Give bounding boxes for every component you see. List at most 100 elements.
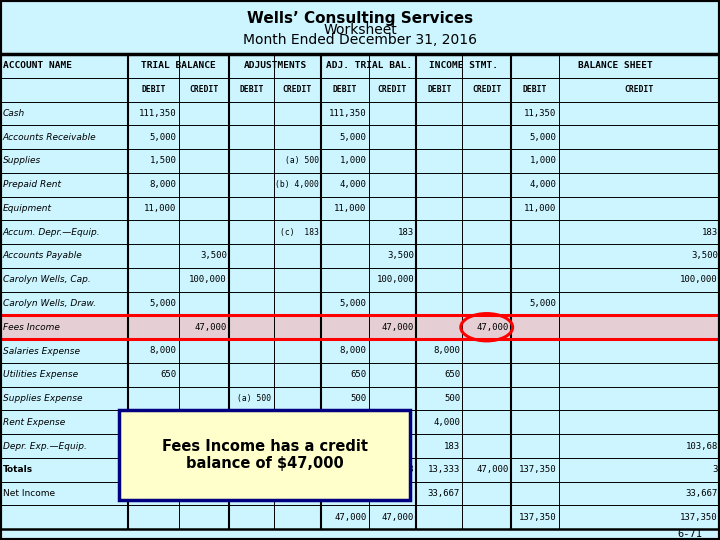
Text: (c)  183: (c) 183 [233,442,271,450]
Text: 11,000: 11,000 [144,204,176,213]
Text: Month Ended December 31, 2016: Month Ended December 31, 2016 [243,33,477,48]
Text: 183: 183 [702,228,718,237]
Text: Supplies: Supplies [3,157,41,165]
Text: 183: 183 [398,228,414,237]
Text: 4,683: 4,683 [245,465,271,474]
Text: DEBIT: DEBIT [333,85,357,94]
Text: 500: 500 [444,394,460,403]
Text: (c)  183: (c) 183 [280,228,319,237]
Text: 100,000: 100,000 [189,275,227,284]
Text: 137,350: 137,350 [519,465,557,474]
Text: TRIAL BALANCE: TRIAL BALANCE [141,62,216,70]
Text: 5,000: 5,000 [530,299,557,308]
Text: 47,000: 47,000 [477,323,509,332]
Text: 4,000: 4,000 [340,180,366,189]
Text: 33,667: 33,667 [428,489,460,498]
Text: 1,500: 1,500 [150,157,176,165]
Text: Cash: Cash [3,109,25,118]
Text: (b) 4,000: (b) 4,000 [275,180,319,189]
Text: Fees Income: Fees Income [3,323,60,332]
Text: Accounts Receivable: Accounts Receivable [3,133,96,141]
FancyBboxPatch shape [119,410,410,500]
Text: 47,000: 47,000 [382,513,414,522]
Text: 1,000: 1,000 [340,157,366,165]
Text: 4,000: 4,000 [433,418,460,427]
Text: ADJ. TRIAL BAL.: ADJ. TRIAL BAL. [325,62,412,70]
Text: CREDIT: CREDIT [283,85,312,94]
Text: 11,000: 11,000 [334,204,366,213]
Text: 11,000: 11,000 [524,204,557,213]
Text: Prepaid Rent: Prepaid Rent [3,180,61,189]
Text: 650: 650 [444,370,460,379]
Text: Carolyn Wells, Cap.: Carolyn Wells, Cap. [3,275,91,284]
Text: 0: 0 [222,465,227,474]
Text: Fees Income has a credit
balance of $47,000: Fees Income has a credit balance of $47,… [161,438,368,471]
Text: 150,50: 150,50 [144,442,176,450]
Text: 100,000: 100,000 [377,275,414,284]
Text: (a) 500: (a) 500 [285,157,319,165]
Text: 4,683: 4,683 [292,465,319,474]
Text: 4,000: 4,000 [340,418,366,427]
FancyBboxPatch shape [0,54,720,529]
Text: (a) 500: (a) 500 [238,394,271,403]
Text: Carolyn Wells, Draw.: Carolyn Wells, Draw. [3,299,96,308]
Text: 13,333: 13,333 [428,465,460,474]
Text: 5,000: 5,000 [150,299,176,308]
Text: DEBIT: DEBIT [141,85,166,94]
Text: Totals: Totals [3,465,33,474]
Text: CREDIT: CREDIT [189,85,218,94]
Text: 47,000: 47,000 [382,323,414,332]
Text: ADJUSTMENTS: ADJUSTMENTS [243,62,307,70]
Text: 3,500: 3,500 [200,252,227,260]
Text: 150,50: 150,50 [194,442,227,450]
Text: 6-71: 6-71 [677,529,702,538]
Text: 33,667: 33,667 [685,489,718,498]
Text: 183: 183 [444,442,460,450]
Text: 500: 500 [351,394,366,403]
Text: CREDIT: CREDIT [378,85,407,94]
Text: 100,000: 100,000 [680,275,718,284]
Text: 111,350: 111,350 [139,109,176,118]
Text: 8,000: 8,000 [150,180,176,189]
Text: DEBIT: DEBIT [239,85,264,94]
Text: Accounts Payable: Accounts Payable [3,252,83,260]
Text: Net Income: Net Income [3,489,55,498]
Text: 3,500: 3,500 [691,252,718,260]
Text: 650: 650 [161,370,176,379]
Text: BALANCE SHEET: BALANCE SHEET [578,62,653,70]
Text: 47,000: 47,000 [477,465,509,474]
Text: 3: 3 [713,465,718,474]
Text: 11,350: 11,350 [524,109,557,118]
Text: 137,350: 137,350 [680,513,718,522]
Text: DEBIT: DEBIT [523,85,547,94]
Text: ACCOUNT NAME: ACCOUNT NAME [3,62,72,70]
Text: 103,68: 103,68 [685,442,718,450]
Text: 3,500: 3,500 [387,252,414,260]
Text: 137,350: 137,350 [519,513,557,522]
Text: Equipment: Equipment [3,204,52,213]
Text: Worksheet: Worksheet [323,23,397,37]
FancyBboxPatch shape [0,315,720,339]
Text: 150,683: 150,683 [377,465,414,474]
Text: 183: 183 [351,442,366,450]
Text: INCOME STMT.: INCOME STMT. [429,62,498,70]
Text: CREDIT: CREDIT [625,85,654,94]
Text: Wells’ Consulting Services: Wells’ Consulting Services [247,11,473,26]
Text: 5,000: 5,000 [340,133,366,141]
Text: Rent Expense: Rent Expense [3,418,65,427]
Text: 0: 0 [171,465,176,474]
Text: 47,000: 47,000 [334,513,366,522]
Text: Accum. Depr.—Equip.: Accum. Depr.—Equip. [3,228,101,237]
Text: Supplies Expense: Supplies Expense [3,394,82,403]
Text: CREDIT: CREDIT [472,85,501,94]
Text: DEBIT: DEBIT [427,85,451,94]
Text: 5,000: 5,000 [530,133,557,141]
Text: 47,000: 47,000 [194,323,227,332]
Text: 4,000: 4,000 [530,180,557,189]
Text: 8,000: 8,000 [340,347,366,355]
Text: Salaries Expense: Salaries Expense [3,347,80,355]
Text: (b) 4,000: (b) 4,000 [228,418,271,427]
Text: 8,000: 8,000 [433,347,460,355]
Text: 8,000: 8,000 [150,347,176,355]
Text: 5,000: 5,000 [340,299,366,308]
